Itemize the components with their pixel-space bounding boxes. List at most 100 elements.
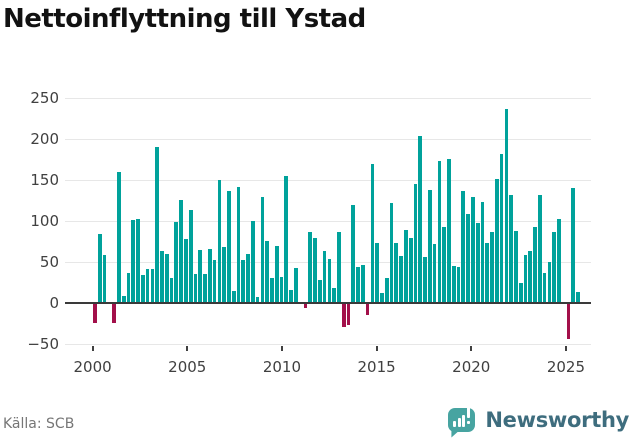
bar-2001-q1 <box>112 304 116 323</box>
y-axis-tick-label: 250 <box>30 89 59 107</box>
x-axis-tick-label: 2020 <box>452 358 491 376</box>
bar-2001-q2 <box>117 171 121 303</box>
bar-2016-q4 <box>413 184 418 303</box>
bar-2017-q3 <box>427 189 432 303</box>
bar-2019-q2 <box>461 191 466 303</box>
bar-2023-q3 <box>542 272 547 303</box>
speech-bubble-tail <box>451 429 461 438</box>
logo-bar-icon <box>457 417 461 427</box>
bar-2007-q4 <box>241 260 246 303</box>
bar-2025-q1 <box>571 188 576 303</box>
bar-2024-q2 <box>557 219 561 303</box>
bar-2007-q2 <box>231 290 236 303</box>
x-axis-tick-label: 2005 <box>168 358 207 376</box>
bar-2024-q1 <box>552 231 557 303</box>
y-axis-tick-label: 150 <box>30 171 59 189</box>
bar-2009-q3 <box>274 245 279 303</box>
x-axis-tick-label: 2010 <box>262 358 302 376</box>
bar-2021-q2 <box>499 153 504 303</box>
x-axis-tick-label: 2015 <box>357 358 396 376</box>
bar-2007-q3 <box>236 187 241 303</box>
x-axis-tick <box>186 346 189 351</box>
bar-2003-q2 <box>155 147 160 303</box>
bar-2010-q1 <box>284 175 289 303</box>
bar-2025-q2 <box>576 291 580 303</box>
bar-2014-q2 <box>365 304 370 316</box>
bar-2021-q3 <box>504 108 509 303</box>
bar-2010-q2 <box>289 289 293 303</box>
bar-2009-q2 <box>270 278 274 303</box>
bar-2012-q3 <box>332 288 336 303</box>
bar-2003-q3 <box>160 251 164 303</box>
bar-2006-q3 <box>217 180 222 303</box>
bar-2013-q4 <box>356 266 360 303</box>
newsworthy-logo-icon <box>448 404 476 438</box>
bar-2023-q1 <box>533 226 537 303</box>
bar-2008-q3 <box>255 297 260 303</box>
bar-2012-q2 <box>327 258 332 303</box>
x-axis-tick <box>470 346 473 351</box>
gridline <box>65 97 591 99</box>
bar-2003-q4 <box>164 253 169 303</box>
chart-title: Nettoinflyttning till Ystad <box>3 4 366 34</box>
gridline <box>65 343 591 345</box>
bar-2010-q3 <box>294 267 298 303</box>
logo-exclamation-dot-icon <box>466 420 470 424</box>
bar-2018-q2 <box>442 226 447 303</box>
bar-2016-q3 <box>408 238 413 303</box>
y-axis-tick-label: −50 <box>27 335 59 353</box>
bar-2015-q4 <box>394 243 399 303</box>
bar-2001-q4 <box>126 273 131 303</box>
bar-2012-q4 <box>337 231 341 303</box>
bar-2004-q2 <box>174 221 179 303</box>
bar-2021-q4 <box>509 194 513 303</box>
bar-2000-q2 <box>97 234 102 303</box>
bar-2016-q2 <box>404 230 408 303</box>
bar-2009-q1 <box>265 240 270 303</box>
bar-2000-q3 <box>102 255 107 303</box>
x-axis-tick <box>280 346 283 351</box>
bar-2013-q1 <box>341 304 346 327</box>
newsworthy-logo: Newsworthy <box>448 403 629 438</box>
bar-2008-q2 <box>250 221 255 303</box>
bar-2020-q3 <box>485 243 490 303</box>
bar-2014-q3 <box>370 163 375 303</box>
bar-2004-q4 <box>184 239 188 303</box>
bar-2015-q1 <box>380 293 384 303</box>
bar-2018-q3 <box>447 158 451 303</box>
bar-2011-q4 <box>317 280 322 303</box>
bar-2000-q1 <box>93 304 97 323</box>
bar-2019-q3 <box>466 214 470 303</box>
bar-2015-q3 <box>389 202 394 303</box>
bar-2015-q2 <box>384 277 389 303</box>
bar-2011-q2 <box>308 232 313 303</box>
x-axis-tick-label: 2025 <box>546 358 586 376</box>
source-label: Källa: SCB <box>3 416 75 432</box>
bar-2014-q4 <box>375 243 380 303</box>
bar-2022-q2 <box>518 283 523 303</box>
bar-2005-q1 <box>188 210 193 303</box>
bar-2011-q3 <box>313 238 317 303</box>
bar-2002-q3 <box>140 275 145 303</box>
bar-2022-q1 <box>514 230 518 303</box>
bar-2008-q1 <box>246 253 250 303</box>
x-axis-tick <box>375 346 378 351</box>
bar-2004-q3 <box>179 199 183 303</box>
bar-2017-q2 <box>423 257 427 303</box>
y-axis-tick-label: 200 <box>30 130 59 148</box>
gridline <box>65 179 591 181</box>
bar-2004-q1 <box>169 277 174 303</box>
bar-2023-q4 <box>547 262 552 303</box>
bar-2021-q1 <box>494 179 499 303</box>
x-axis-tick <box>564 346 567 351</box>
gridline <box>65 138 591 140</box>
bar-2002-q1 <box>131 220 136 303</box>
bar-2023-q2 <box>537 194 542 303</box>
bar-2006-q1 <box>207 248 212 303</box>
bar-2013-q2 <box>346 304 351 326</box>
zero-axis-line <box>65 301 591 305</box>
bar-2017-q1 <box>418 135 423 303</box>
bar-2019-q4 <box>471 197 475 303</box>
y-axis-tick-label: 100 <box>30 212 59 230</box>
